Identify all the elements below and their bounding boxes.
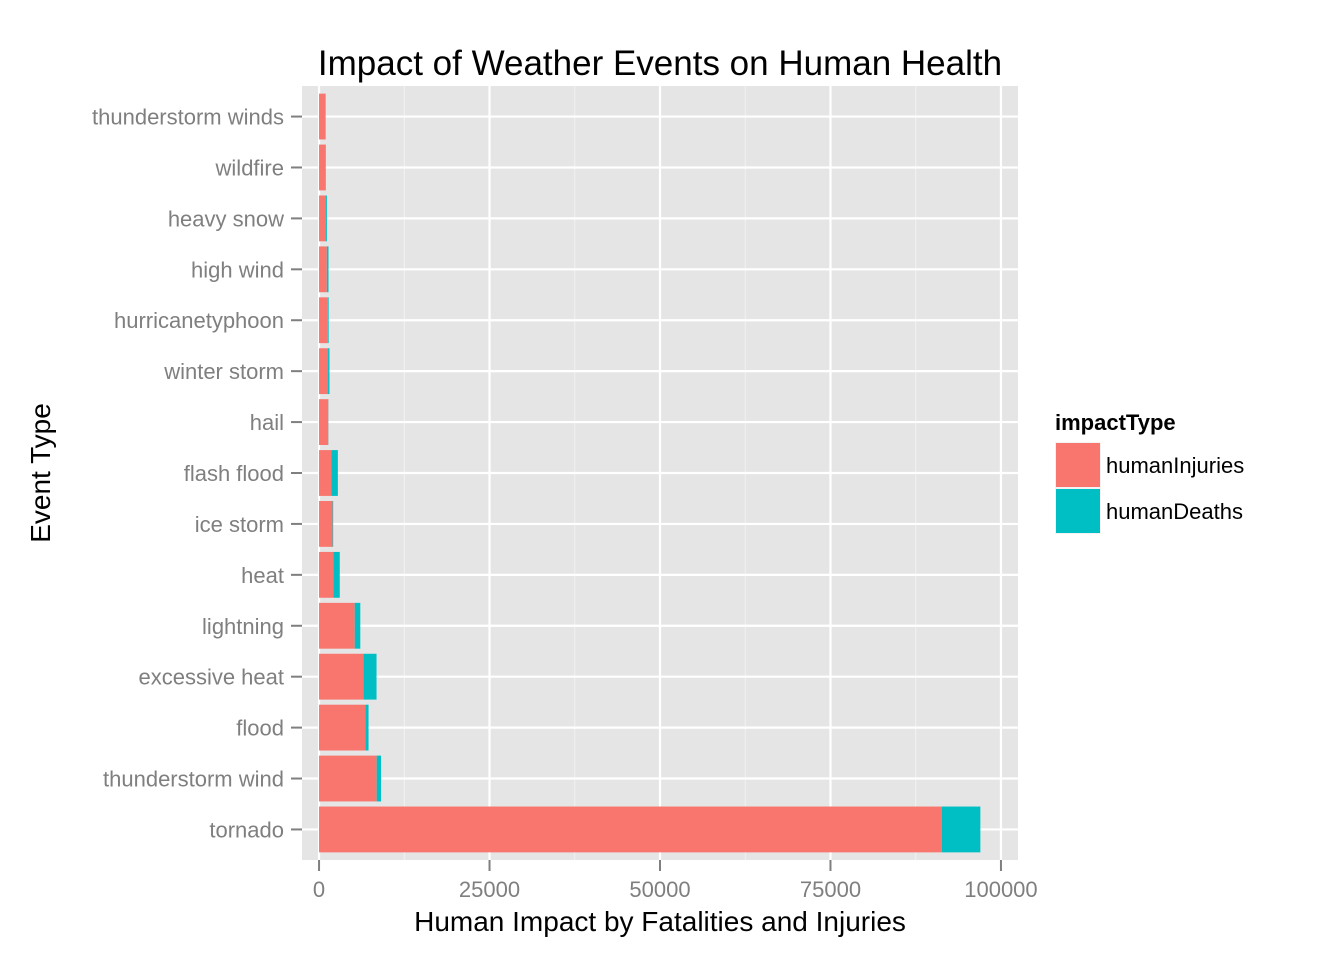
x-tick-label: 75000 bbox=[800, 877, 861, 902]
legend-items: humanInjuries humanDeaths bbox=[1055, 442, 1244, 534]
bar-humanInjuries-flood bbox=[319, 704, 366, 751]
x-tick-label: 100000 bbox=[964, 877, 1037, 902]
y-tick-label: heat bbox=[241, 563, 284, 588]
y-tick-label: hurricanetyphoon bbox=[114, 308, 284, 333]
y-tick-label: excessive heat bbox=[138, 665, 284, 690]
y-axis-title: Event Type bbox=[25, 403, 56, 543]
bar-humanDeaths-flood bbox=[365, 704, 369, 751]
y-tick-label: tornado bbox=[209, 817, 284, 842]
y-tick-label: flash flood bbox=[184, 461, 284, 486]
bar-humanDeaths-excessive-heat bbox=[363, 653, 377, 700]
bar-humanDeaths-tornado bbox=[941, 806, 981, 853]
bar-humanInjuries-thunderstorm-winds bbox=[319, 93, 326, 140]
bar-humanInjuries-ice-storm bbox=[319, 501, 333, 547]
bar-humanDeaths-wildfire bbox=[325, 144, 326, 191]
y-tick-label: lightning bbox=[202, 614, 284, 639]
legend-swatch-humanDeaths bbox=[1056, 489, 1100, 533]
bar-humanDeaths-winter-storm bbox=[328, 348, 330, 395]
bar-humanInjuries-flash-flood bbox=[319, 450, 332, 496]
x-axis-title: Human Impact by Fatalities and Injuries bbox=[414, 906, 906, 937]
bar-humanInjuries-tornado bbox=[319, 806, 942, 853]
bar-humanInjuries-thunderstorm-wind bbox=[319, 755, 377, 802]
bar-humanInjuries-heat bbox=[319, 551, 334, 598]
legend-label-humanDeaths: humanDeaths bbox=[1106, 499, 1243, 524]
y-tick-label: hail bbox=[250, 410, 284, 435]
bar-humanInjuries-wildfire bbox=[319, 144, 326, 191]
y-tick-label: thunderstorm wind bbox=[103, 767, 284, 792]
y-tick-label: wildfire bbox=[215, 155, 284, 180]
bar-humanInjuries-lightning bbox=[319, 602, 355, 649]
y-axis: tornado thunderstorm wind flood excessive h… bbox=[92, 105, 302, 842]
bar-humanInjuries-hurricanetyphoon bbox=[319, 297, 328, 344]
legend-title: impactType bbox=[1055, 410, 1176, 435]
bar-humanInjuries-heavy-snow bbox=[319, 195, 327, 242]
bar-humanDeaths-heavy-snow bbox=[326, 195, 327, 242]
bar-humanDeaths-heat bbox=[333, 551, 340, 598]
bar-humanDeaths-thunderstorm-wind bbox=[376, 755, 382, 802]
bar-humanInjuries-winter-storm bbox=[319, 348, 329, 395]
bar-humanInjuries-hail bbox=[319, 399, 329, 445]
bar-humanInjuries-high-wind bbox=[319, 246, 327, 293]
x-tick-label: 25000 bbox=[459, 877, 520, 902]
legend-label-humanInjuries: humanInjuries bbox=[1106, 453, 1244, 478]
y-tick-label: flood bbox=[236, 716, 284, 741]
bar-humanDeaths-lightning bbox=[354, 602, 361, 649]
legend-swatch-humanInjuries bbox=[1056, 443, 1100, 487]
bar-humanDeaths-flash-flood bbox=[331, 450, 338, 496]
bar-humanInjuries-excessive-heat bbox=[319, 653, 364, 700]
bar-humanDeaths-high-wind bbox=[326, 246, 329, 293]
y-tick-label: ice storm bbox=[195, 512, 284, 537]
y-tick-label: heavy snow bbox=[168, 206, 284, 231]
y-tick-label: thunderstorm winds bbox=[92, 105, 284, 130]
bars bbox=[319, 93, 981, 853]
x-tick-label: 50000 bbox=[629, 877, 690, 902]
bar-humanDeaths-ice-storm bbox=[332, 501, 334, 547]
x-tick-label: 0 bbox=[313, 877, 325, 902]
x-axis: 0 25000 50000 75000 100000 bbox=[313, 860, 1038, 902]
y-tick-label: winter storm bbox=[163, 359, 284, 384]
legend: impactType humanInjuries humanDeaths bbox=[1055, 410, 1244, 534]
chart-title: Impact of Weather Events on Human Health bbox=[318, 44, 1002, 83]
y-tick-label: high wind bbox=[191, 257, 284, 282]
bar-humanDeaths-hurricanetyphoon bbox=[327, 297, 329, 344]
